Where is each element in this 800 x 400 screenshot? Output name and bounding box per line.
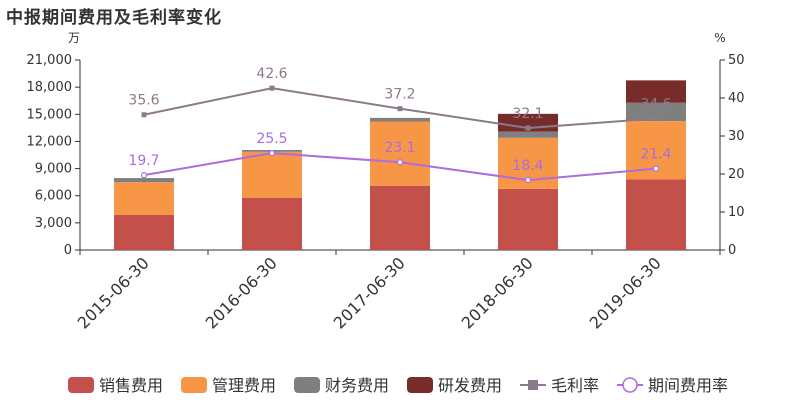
bar-segment <box>370 121 430 186</box>
bar-segment <box>114 182 174 215</box>
left-axis-unit: 万 <box>68 31 80 45</box>
right-tick-label: 20 <box>728 167 745 182</box>
data-label: 32.1 <box>512 106 543 122</box>
bar-segment <box>626 80 686 103</box>
legend-marker <box>528 380 538 390</box>
bar-segment <box>498 131 558 138</box>
line-marker <box>653 116 659 122</box>
line-marker <box>396 159 404 166</box>
data-label: 34.6 <box>640 97 671 113</box>
right-tick-label: 0 <box>728 243 736 258</box>
legend[interactable]: 销售费用 管理费用 财务费用 研发费用 毛利率 期间费用率 <box>68 376 728 395</box>
line-marker <box>268 150 276 157</box>
data-label: 42.6 <box>256 66 287 82</box>
data-label: 23.1 <box>384 140 415 156</box>
x-tick-label: 2016-06-30 <box>202 253 281 332</box>
line-marker <box>269 85 275 91</box>
line-marker <box>397 106 403 112</box>
legend-swatch <box>181 377 207 393</box>
bar-segment <box>114 178 174 183</box>
x-tick-label: 2017-06-30 <box>330 253 409 332</box>
legend-label: 管理费用 <box>212 376 276 395</box>
legend-label: 研发费用 <box>438 376 502 395</box>
data-label: 25.5 <box>256 131 287 147</box>
data-label: 19.7 <box>128 153 159 169</box>
data-label: 18.4 <box>512 158 543 174</box>
bar-segment <box>242 151 302 198</box>
data-label: 21.4 <box>640 147 671 163</box>
left-tick-label: 18,000 <box>27 80 73 95</box>
legend-label: 期间费用率 <box>648 376 728 395</box>
data-label: 35.6 <box>128 93 159 109</box>
legend-label: 销售费用 <box>99 376 163 395</box>
left-tick-label: 0 <box>64 243 72 258</box>
data-label: 37.2 <box>384 87 415 103</box>
x-tick-label: 2015-06-30 <box>74 253 153 332</box>
bar-segment <box>242 197 302 250</box>
bar-segment <box>626 179 686 250</box>
bar-segment <box>114 214 174 250</box>
lines <box>140 85 660 184</box>
data-labels: 35.6 42.6 37.2 32.1 34.6 19.7 25.5 23.1 18.4 21.4 <box>128 66 671 174</box>
legend-swatch <box>294 377 320 393</box>
right-axis-unit: % <box>714 31 725 45</box>
legend-label: 毛利率 <box>551 376 599 395</box>
right-tick-label: 50 <box>728 53 745 68</box>
bar-segment <box>370 185 430 250</box>
legend-swatch <box>407 377 433 393</box>
left-tick-label: 21,000 <box>27 53 73 68</box>
legend-marker <box>622 377 638 393</box>
chart-title: 中报期间费用及毛利率变化 <box>6 8 222 28</box>
right-tick-label: 10 <box>728 205 745 220</box>
line-marker <box>652 165 660 172</box>
bar-segment <box>370 117 430 122</box>
left-tick-label: 3,000 <box>35 216 72 231</box>
bar-segment <box>626 102 686 122</box>
line-marker <box>525 125 531 131</box>
left-tick-label: 12,000 <box>27 134 73 149</box>
left-tick-label: 9,000 <box>35 162 72 177</box>
right-tick-label: 40 <box>728 91 745 106</box>
x-tick-label: 2018-06-30 <box>458 253 537 332</box>
line-marker <box>524 176 532 184</box>
line-marker <box>140 172 148 179</box>
bar-segment <box>498 188 558 250</box>
x-tick-label: 2019-06-30 <box>586 253 665 332</box>
left-tick-label: 15,000 <box>27 107 73 122</box>
legend-label: 财务费用 <box>325 376 389 395</box>
left-tick-label: 6,000 <box>35 189 72 204</box>
right-tick-label: 30 <box>728 129 745 144</box>
line-marker <box>141 112 147 118</box>
legend-swatch <box>68 377 94 393</box>
